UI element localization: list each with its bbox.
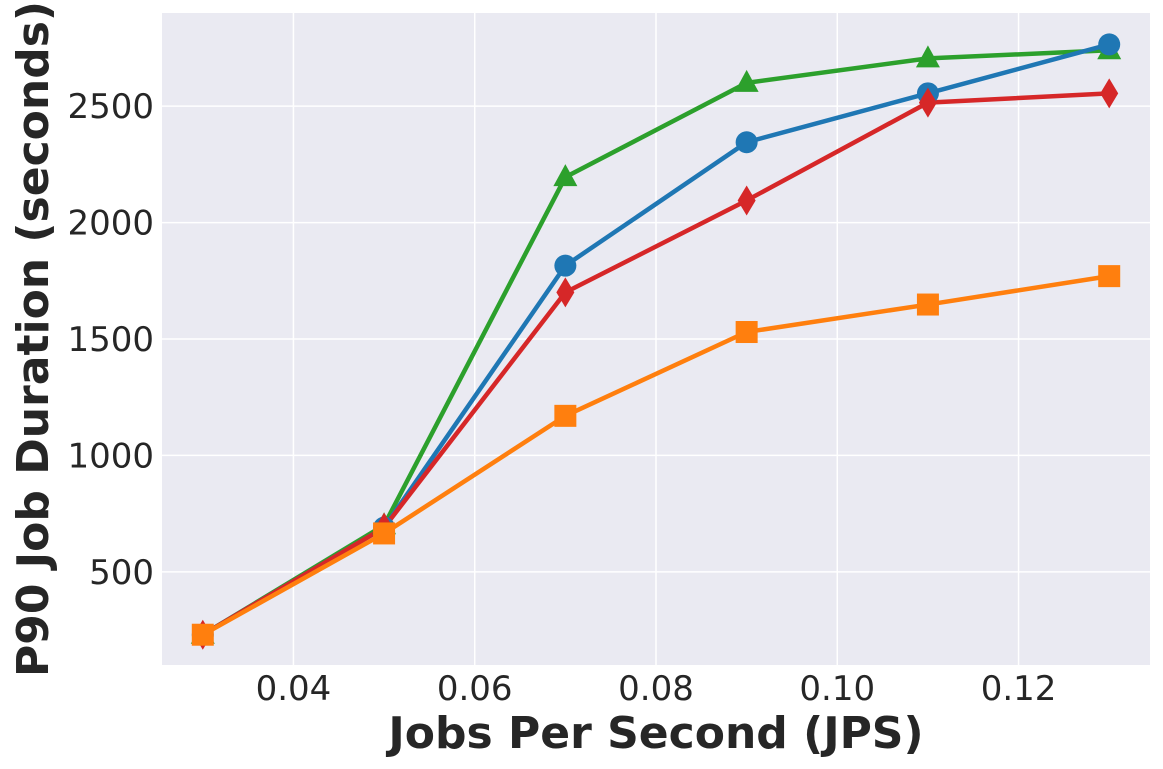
grid [162,13,1150,665]
data-point-square [735,321,758,344]
y-tick-label: 500 [89,553,154,593]
data-point-circle [554,254,577,277]
y-tick-label: 1000 [67,436,154,476]
data-point-square [373,522,396,545]
data-point-square [191,623,214,646]
ticks: 0.04 0.06 0.08 0.10 0.12 500 1000 1500 2000 2500 [67,87,1056,709]
series-markers [190,33,1122,650]
y-tick-label: 2500 [67,87,154,127]
series-line-square [201,273,1110,637]
data-point-square [554,404,577,427]
data-point-triangle [553,164,578,187]
x-tick-label: 0.08 [618,669,694,709]
data-point-diamond [918,87,937,118]
series-lines [201,42,1110,637]
data-point-circle [735,131,758,154]
x-tick-label: 0.04 [256,669,332,709]
y-axis-label: P90 Job Duration (seconds) [8,1,59,677]
data-point-diamond [556,277,575,308]
x-tick-label: 0.10 [799,669,875,709]
data-point-diamond [737,185,756,216]
x-tick-label: 0.06 [437,669,513,709]
y-tick-label: 1500 [67,320,154,360]
data-point-diamond [1100,78,1119,109]
data-point-square [1098,265,1121,288]
series-layer [190,33,1122,650]
data-point-square [916,293,939,316]
x-tick-label: 0.12 [981,669,1057,709]
data-point-triangle [734,69,759,92]
data-point-circle [1098,33,1121,56]
series-line-diamond [201,91,1110,637]
y-tick-label: 2000 [67,204,154,244]
x-axis-label: Jobs Per Second (JPS) [385,708,923,759]
data-point-triangle [915,45,940,68]
